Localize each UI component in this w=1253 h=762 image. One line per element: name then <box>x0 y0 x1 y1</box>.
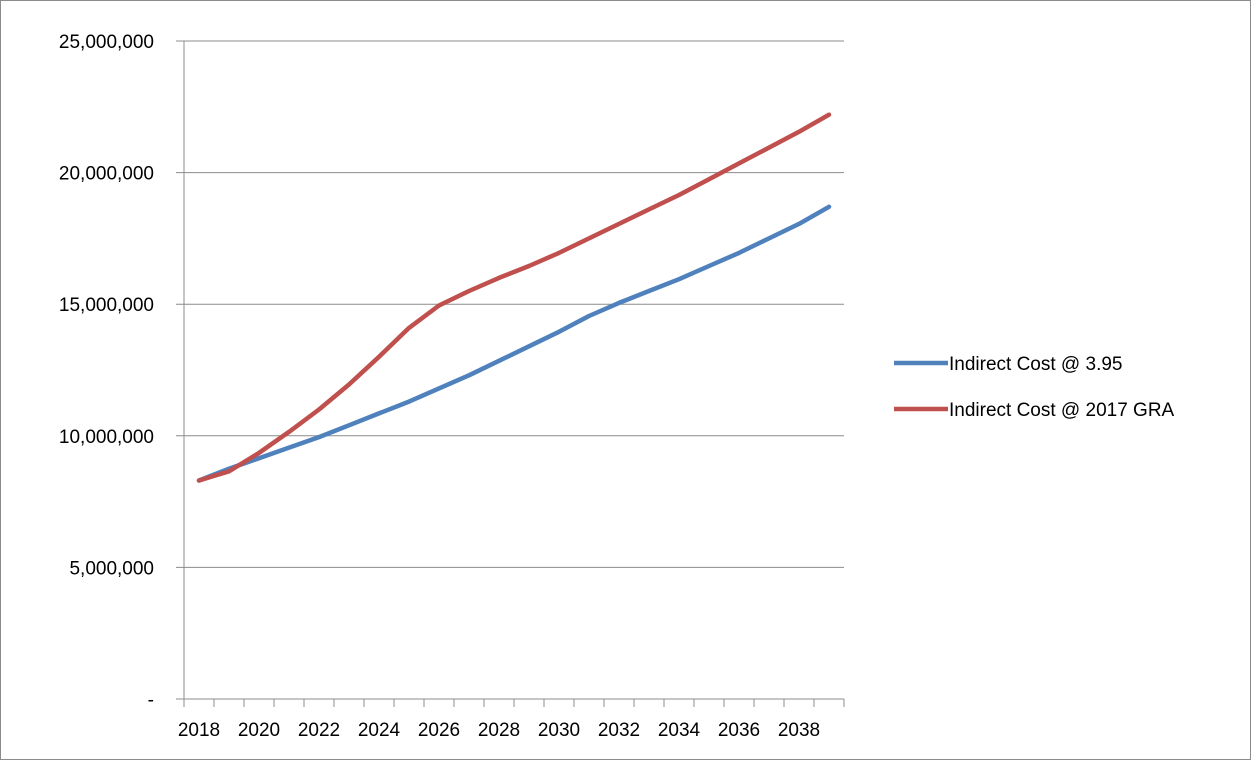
series-line-1 <box>196 204 832 483</box>
y-tick-label: - <box>148 690 154 711</box>
series-line-2 <box>196 112 832 483</box>
x-tick-label: 2032 <box>598 720 640 741</box>
x-axis-tick-labels: 2018 2020 2022 2024 2026 2028 2030 2032 2034 2036… <box>178 720 820 741</box>
x-tick-label: 2028 <box>478 720 520 741</box>
x-tick-label: 2018 <box>178 720 220 741</box>
y-tick-label: 25,000,000 <box>59 32 154 53</box>
series-lines <box>196 112 832 483</box>
x-tick-label: 2038 <box>778 720 820 741</box>
x-tick-label: 2026 <box>418 720 460 741</box>
y-tick-label: 15,000,000 <box>59 295 154 316</box>
legend-label-1: Indirect Cost @ 3.95 <box>949 354 1122 375</box>
y-tick-label: 5,000,000 <box>69 558 154 579</box>
axes <box>176 41 845 707</box>
y-tick-label: 20,000,000 <box>59 164 154 185</box>
gridlines <box>176 40 844 568</box>
legend-label-2: Indirect Cost @ 2017 GRA <box>949 400 1175 421</box>
x-tick-label: 2036 <box>718 720 760 741</box>
legend: Indirect Cost @ 3.95 Indirect Cost @ 2017… <box>894 354 1175 421</box>
y-axis-tick-labels: - 5,000,000 10,000,000 15,000,000 20,000,000… <box>59 32 154 711</box>
x-tick-label: 2034 <box>658 720 701 741</box>
x-tick-label: 2024 <box>358 720 401 741</box>
x-tick-label: 2020 <box>238 720 280 741</box>
y-tick-label: 10,000,000 <box>59 427 154 448</box>
x-tick-label: 2022 <box>298 720 340 741</box>
x-tick-label: 2030 <box>538 720 580 741</box>
